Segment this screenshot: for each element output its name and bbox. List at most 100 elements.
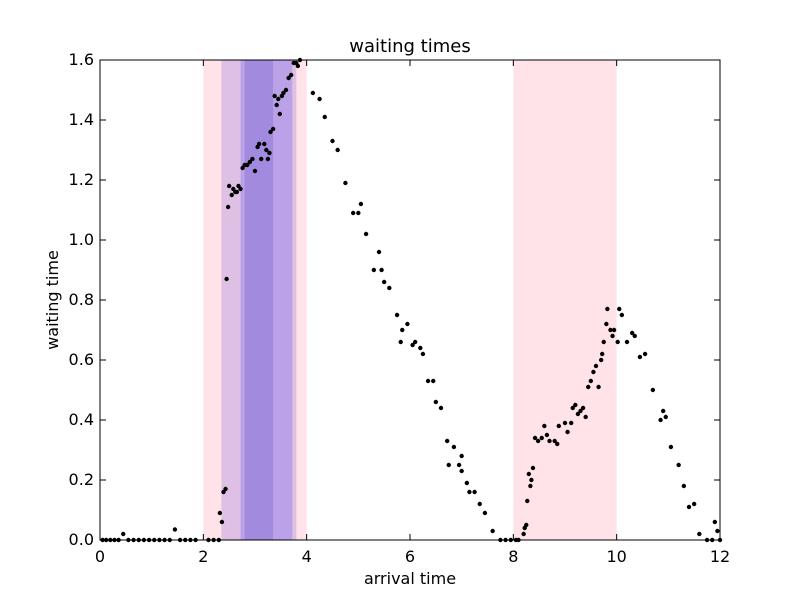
data-point	[262, 141, 267, 147]
data-point	[482, 510, 488, 516]
data-point	[250, 156, 255, 162]
data-point	[371, 267, 377, 273]
data-point	[226, 183, 232, 189]
data-point	[712, 519, 718, 525]
data-point	[526, 471, 532, 477]
y-tick-label: 0.8	[69, 290, 94, 309]
data-point	[650, 387, 656, 393]
data-point	[398, 339, 403, 345]
data-point	[379, 267, 384, 273]
data-point	[330, 138, 335, 144]
data-point	[642, 351, 648, 357]
data-point	[267, 150, 272, 156]
data-point	[525, 498, 530, 504]
data-point	[376, 249, 382, 255]
data-point	[121, 531, 126, 537]
data-point	[410, 342, 415, 348]
plot-area-frame	[99, 59, 721, 541]
data-point	[601, 339, 606, 345]
y-tick-label: 0.4	[69, 410, 94, 429]
data-point	[288, 72, 294, 78]
data-point	[335, 147, 340, 153]
data-point	[658, 417, 663, 423]
data-point	[229, 192, 234, 198]
data-point	[394, 312, 400, 318]
data-point	[588, 378, 594, 384]
data-point	[252, 168, 258, 174]
data-point	[715, 528, 720, 534]
data-point	[272, 93, 277, 99]
data-point	[575, 411, 581, 417]
data-point	[676, 462, 681, 468]
data-point	[356, 210, 361, 216]
data-point	[529, 477, 534, 483]
data-point	[225, 204, 231, 210]
shaded-band	[513, 60, 617, 540]
data-point	[521, 531, 526, 537]
data-point	[586, 384, 591, 390]
data-point	[632, 333, 637, 339]
data-point	[624, 339, 630, 345]
data-point	[256, 141, 262, 147]
data-point	[358, 201, 364, 207]
x-tick-label: 4	[302, 547, 312, 566]
data-point	[467, 489, 472, 495]
data-point	[605, 306, 610, 312]
data-point	[464, 480, 470, 486]
y-tick-label: 1.6	[69, 50, 94, 69]
data-point	[637, 354, 643, 360]
data-point	[544, 432, 550, 438]
data-point	[438, 405, 444, 411]
data-point	[283, 87, 289, 93]
shaded-band	[221, 60, 297, 540]
data-point	[286, 75, 291, 81]
data-point	[528, 483, 533, 489]
y-tick-label: 1.4	[69, 110, 94, 129]
data-point	[583, 414, 588, 420]
data-point	[681, 483, 687, 489]
data-point	[219, 519, 225, 525]
data-point	[530, 465, 536, 471]
shaded-band	[240, 60, 293, 540]
chart-title: waiting times	[349, 36, 470, 57]
data-point	[259, 156, 264, 162]
data-point	[578, 408, 583, 414]
data-point	[451, 444, 457, 450]
data-point	[425, 378, 431, 384]
data-point	[363, 231, 369, 237]
data-point	[596, 384, 601, 390]
data-point	[245, 162, 250, 168]
data-point	[265, 156, 271, 162]
data-point	[405, 321, 410, 327]
data-point	[615, 339, 620, 345]
y-axis-label: waiting time	[43, 250, 62, 350]
data-point	[570, 405, 575, 411]
data-point	[598, 357, 604, 363]
data-point	[535, 438, 541, 444]
data-point	[547, 438, 552, 444]
data-point	[381, 279, 387, 285]
data-point	[418, 345, 423, 351]
data-point	[412, 339, 418, 345]
data-point	[477, 501, 482, 507]
data-point	[610, 333, 615, 339]
data-point	[445, 438, 450, 444]
data-point	[322, 114, 327, 120]
data-point	[433, 399, 439, 405]
data-point	[317, 96, 322, 102]
x-tick-label: 6	[405, 547, 415, 566]
data-point	[691, 501, 697, 507]
data-point	[343, 180, 348, 186]
x-tick-label: 0	[95, 547, 105, 566]
data-point	[264, 147, 269, 153]
data-point	[565, 429, 570, 435]
data-point	[234, 189, 240, 195]
data-point	[552, 438, 557, 444]
data-point	[281, 90, 286, 96]
data-point	[268, 129, 273, 135]
data-point	[663, 414, 668, 420]
y-tick-label: 0.6	[69, 350, 94, 369]
data-point	[295, 63, 301, 69]
data-point	[556, 423, 561, 429]
data-point	[456, 462, 462, 468]
